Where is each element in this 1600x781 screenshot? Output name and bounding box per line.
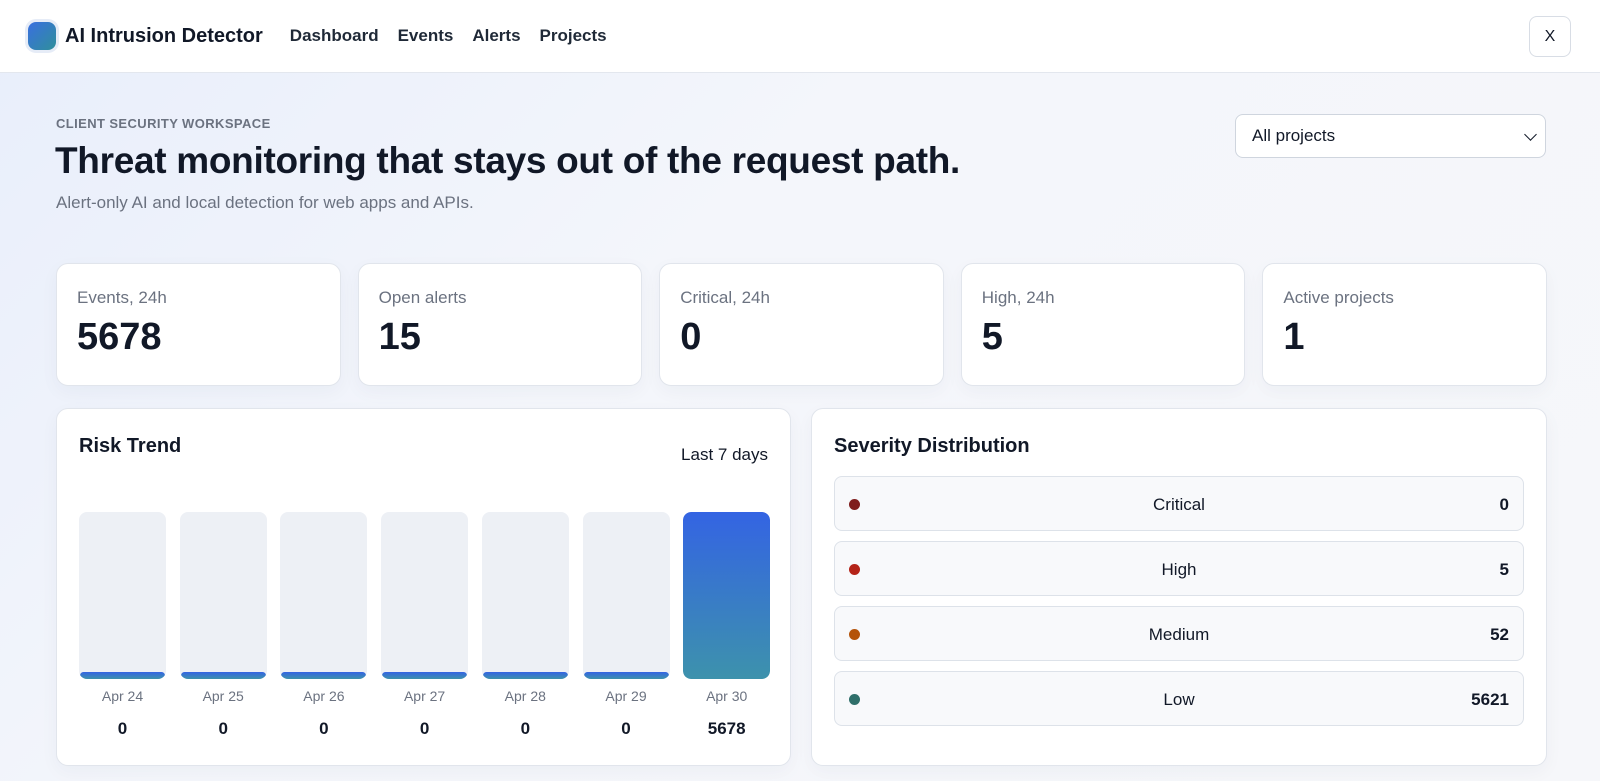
risk-trend-title: Risk Trend [79, 435, 182, 457]
severity-list: Critical 0 High 5 Medium 52 Low 5621 [834, 476, 1524, 736]
bar [583, 672, 669, 679]
risk-trend-chart: Apr 24 0 Apr 25 0 Apr 26 0 Apr 27 0 Apr 28 0 Apr 2… [79, 512, 771, 752]
bar-track [381, 512, 469, 679]
bar-date-label: Apr 26 [303, 688, 345, 704]
nav-dashboard[interactable]: Dashboard [289, 26, 379, 45]
stat-value: 0 [680, 316, 702, 358]
bar-value-label: 0 [520, 719, 531, 738]
severity-row-critical: Critical 0 [834, 476, 1524, 531]
severity-count: 0 [1499, 495, 1509, 514]
severity-label: High [1161, 560, 1197, 579]
stat-value: 1 [1283, 316, 1305, 358]
brand[interactable]: AI Intrusion Detector [28, 22, 263, 50]
stat-label: Open alerts [378, 288, 467, 307]
bar-track [582, 512, 670, 679]
stat-card-active-projects: Active projects 1 [1262, 263, 1547, 386]
project-filter-select[interactable]: All projects [1235, 114, 1546, 158]
close-button[interactable]: X [1529, 16, 1571, 57]
nav-projects[interactable]: Projects [539, 26, 607, 45]
severity-label: Critical [1153, 495, 1205, 514]
stat-card-high: High, 24h 5 [960, 263, 1246, 386]
bar-track [179, 512, 267, 679]
bar-date-label: Apr 29 [605, 688, 647, 704]
severity-row-medium: Medium 52 [834, 606, 1524, 661]
page-title: Threat monitoring that stays out of the … [55, 140, 961, 181]
project-filter-value: All projects [1252, 126, 1336, 145]
bar-date-label: Apr 28 [504, 688, 546, 704]
stat-label: Events, 24h [77, 288, 167, 307]
severity-distribution-panel: Severity Distribution Critical 0 High 5 … [811, 408, 1547, 766]
bar-value-label: 0 [419, 719, 430, 738]
chevron-down-icon [1524, 127, 1537, 141]
severity-count: 5 [1499, 560, 1509, 579]
main-nav: Dashboard Events Alerts Projects [290, 26, 626, 46]
bar-date-label: Apr 27 [403, 688, 446, 704]
bar-value-label: 0 [621, 719, 631, 738]
stat-card-open-alerts: Open alerts 15 [357, 263, 643, 386]
app-logo-icon [28, 22, 56, 50]
workspace-eyebrow: CLIENT SECURITY WORKSPACE [56, 116, 271, 131]
severity-label: Medium [1148, 625, 1210, 644]
stats-row: Events, 24h 5678 Open alerts 15 Critical… [56, 263, 1547, 386]
top-nav-bar: AI Intrusion Detector Dashboard Events A… [0, 0, 1600, 73]
bar [382, 672, 468, 679]
bar [482, 672, 568, 679]
severity-row-high: High 5 [834, 541, 1524, 596]
stat-card-critical: Critical, 24h 0 [659, 263, 944, 386]
risk-trend-panel: Risk Trend Last 7 days Apr 24 0 Apr 25 0 Apr… [56, 408, 791, 766]
severity-dot-icon [849, 629, 860, 640]
bar-date-label: Apr 24 [101, 688, 144, 704]
risk-trend-range: Last 7 days [681, 445, 768, 464]
nav-alerts[interactable]: Alerts [472, 26, 521, 45]
bar-value-label: 0 [218, 719, 228, 738]
bar-track [683, 512, 771, 679]
bar [683, 512, 771, 679]
bar-track [280, 512, 368, 679]
bar [281, 672, 367, 679]
stat-value: 5678 [77, 316, 162, 358]
bar [180, 672, 266, 679]
bar-value-label: 5678 [707, 719, 746, 738]
stat-label: High, 24h [981, 288, 1055, 307]
severity-row-low: Low 5621 [834, 671, 1524, 726]
bar-track [481, 512, 569, 679]
stat-value: 15 [378, 316, 421, 358]
severity-count: 52 [1490, 625, 1509, 644]
severity-dot-icon [849, 564, 860, 575]
severity-dot-icon [849, 694, 860, 705]
bar [80, 672, 165, 679]
bar-date-label: Apr 25 [202, 688, 244, 704]
severity-title: Severity Distribution [834, 435, 1030, 457]
nav-events[interactable]: Events [397, 26, 454, 45]
bar-date-label: Apr 30 [706, 688, 748, 704]
bar-value-label: 0 [319, 719, 329, 738]
page-subtitle: Alert-only AI and local detection for we… [56, 193, 474, 212]
stat-label: Critical, 24h [680, 288, 770, 307]
severity-count: 5621 [1471, 690, 1509, 709]
stat-card-events: Events, 24h 5678 [56, 263, 341, 386]
stat-label: Active projects [1283, 288, 1394, 307]
severity-dot-icon [849, 499, 860, 510]
stat-value: 5 [981, 316, 1003, 358]
app-name: AI Intrusion Detector [65, 24, 263, 47]
bar-value-label: 0 [117, 719, 128, 738]
severity-label: Low [1163, 690, 1195, 709]
bar-track [79, 512, 166, 679]
